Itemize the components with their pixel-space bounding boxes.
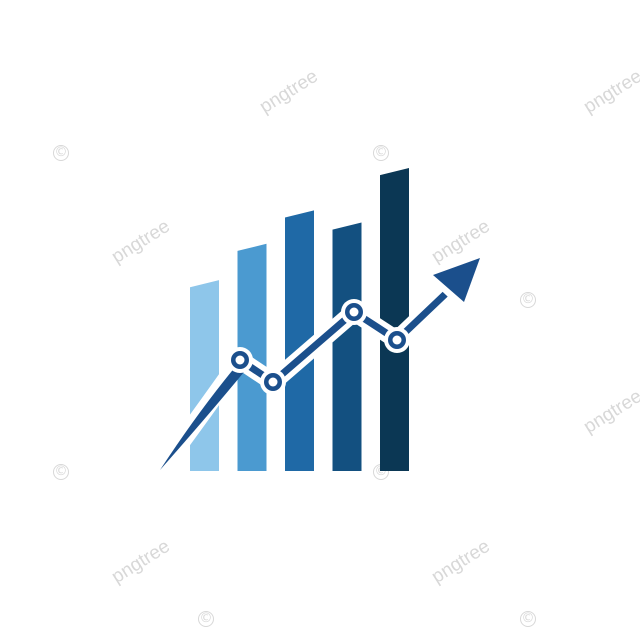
bars-group [190,168,409,472]
watermark-copyright-icon: © [520,292,536,308]
trend-line-tail [160,366,244,470]
trend-node [227,347,253,373]
watermark-copyright-icon: © [53,464,69,480]
trend-node [384,327,410,353]
trend-node [341,299,367,325]
trend-arrow [153,247,490,477]
trend-node [260,369,286,395]
bar-5 [380,168,409,471]
arrowhead [433,258,480,302]
watermark-copyright-icon: © [373,145,389,161]
watermark-copyright-icon: © [53,145,69,161]
bar-1 [190,280,219,471]
watermark-copyright-icon: © [198,611,214,627]
bar-4 [332,222,362,471]
watermark-copyright-icon: © [520,611,536,627]
bar-3 [285,210,314,472]
